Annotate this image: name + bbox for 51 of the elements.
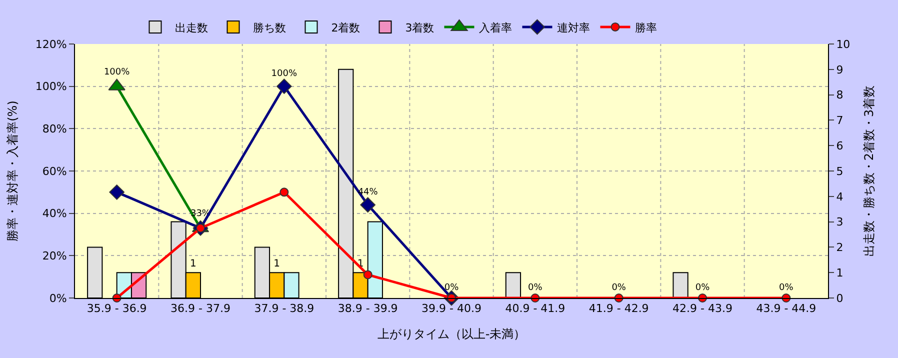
y-axis-title: 勝率・連対率・入着率(%) — [6, 100, 20, 242]
legend-label: 入着率 — [479, 21, 512, 34]
point — [109, 184, 124, 200]
data-label: 0% — [444, 282, 460, 293]
point — [280, 188, 289, 197]
data-label: 100% — [104, 67, 130, 78]
data-label: 1 — [274, 258, 280, 270]
legend-label: 勝ち数 — [253, 21, 286, 34]
y2-axis-title: 出走数・勝ち数・2着数・3着数 — [862, 85, 876, 257]
data-label: 0% — [528, 282, 543, 293]
y2-tick-label: 7 — [836, 114, 844, 128]
y2-tick-label: 9 — [836, 63, 844, 76]
y2-tick-label: 2 — [836, 241, 844, 254]
data-label: 1 — [190, 258, 196, 270]
x-tick-label: 40.9 - 41.9 — [505, 302, 566, 316]
data-label: 0% — [695, 282, 710, 293]
y2-tick-label: 4 — [836, 190, 844, 204]
data-label: 0% — [779, 282, 794, 293]
x-tick-label: 36.9 - 37.9 — [170, 302, 230, 316]
y2-tick-label: 8 — [836, 88, 844, 102]
legend-label: 3着数 — [405, 21, 434, 34]
y-tick-label: 80% — [42, 122, 67, 136]
point — [276, 78, 292, 94]
x-tick-label: 43.9 - 44.9 — [756, 302, 816, 316]
data-label: 100% — [271, 69, 298, 80]
y-tick-label: 20% — [42, 250, 67, 263]
y2-tick-label: 6 — [836, 139, 844, 152]
y2-tick-label: 0 — [836, 292, 844, 305]
legend-label: 連対率 — [557, 21, 590, 34]
y-tick-label: 0% — [49, 292, 67, 305]
x-tick-label: 41.9 - 42.9 — [588, 302, 649, 316]
legend-label: 2着数 — [331, 21, 360, 34]
y-tick-label: 60% — [42, 164, 67, 178]
y2-tick-label: 3 — [836, 216, 844, 229]
x-tick-label: 39.9 - 40.9 — [422, 302, 482, 316]
data-label: 0% — [612, 282, 626, 293]
legend-label: 勝率 — [635, 21, 658, 34]
point — [363, 270, 372, 280]
legend-label: 出走数 — [175, 21, 208, 34]
y-tick-label: 40% — [42, 207, 67, 220]
x-axis-title: 上がりタイム（以上-未満） — [377, 327, 526, 342]
y-tick-label: 100% — [35, 80, 67, 94]
y2-tick-label: 5 — [836, 164, 844, 178]
x-tick-label: 42.9 - 43.9 — [672, 302, 732, 316]
y2-tick-label: 10 — [836, 38, 850, 51]
y2-tick-label: 1 — [836, 266, 844, 280]
x-tick-label: 35.9 - 36.9 — [86, 302, 147, 316]
y-tick-label: 120% — [35, 38, 67, 51]
point — [360, 197, 376, 213]
x-tick-label: 37.9 - 38.9 — [254, 302, 314, 316]
x-tick-label: 38.9 - 39.9 — [338, 302, 398, 316]
